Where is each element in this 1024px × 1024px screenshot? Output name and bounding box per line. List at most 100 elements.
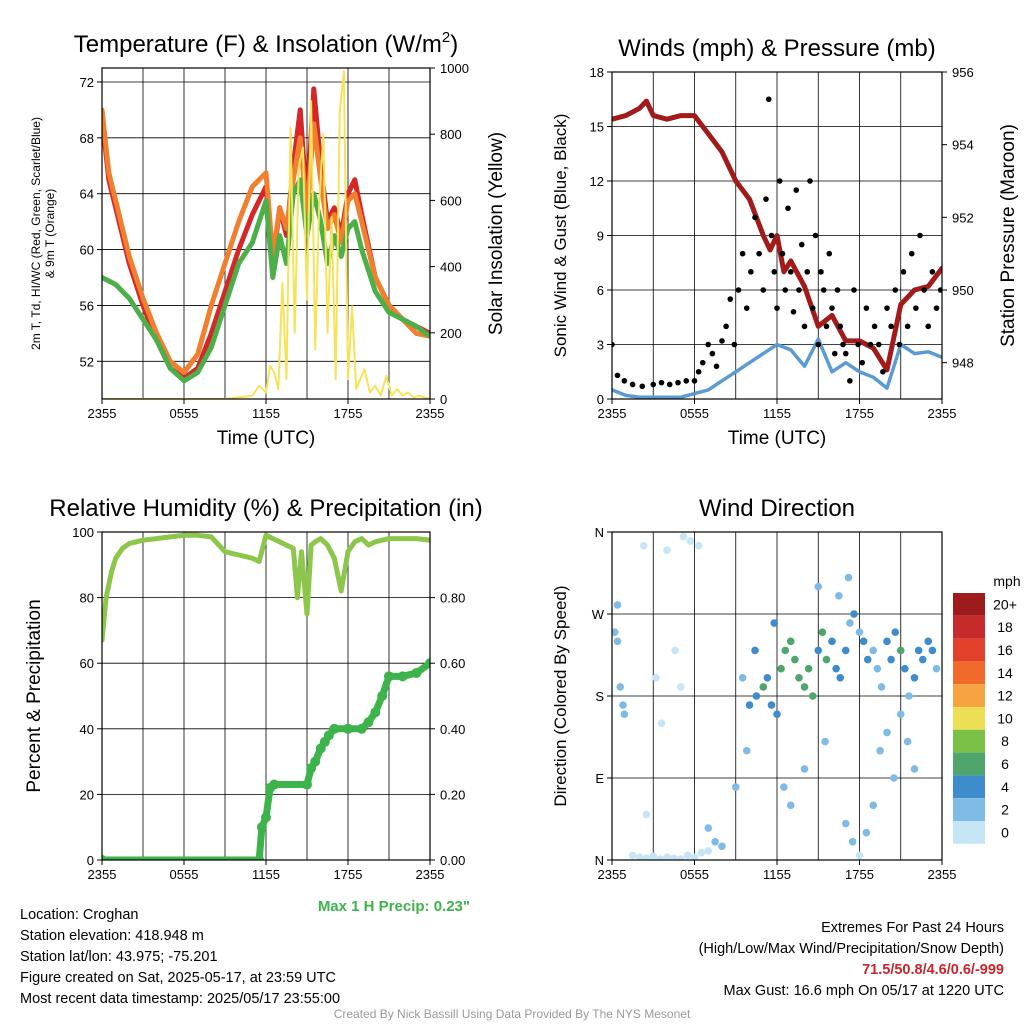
y2-axis-label: Station Pressure (Maroon)	[998, 124, 1019, 347]
y-tick-label: 40	[80, 722, 94, 737]
direction-point	[850, 610, 858, 618]
y-tick-label: 18	[590, 65, 604, 80]
gust-point	[933, 305, 940, 311]
y-axis-label-2: & 9m T (Orange)	[43, 189, 57, 279]
precip-point	[323, 730, 334, 741]
legend-label: 6	[1001, 756, 1009, 772]
precip-point	[343, 723, 353, 734]
credit-line: Created By Nick Bassill Using Data Provi…	[333, 1007, 691, 1021]
precip-point	[363, 717, 374, 728]
direction-point	[822, 655, 831, 664]
precip-point	[356, 723, 367, 734]
gust-point	[658, 379, 665, 386]
legend-label: 16	[997, 642, 1013, 658]
gust-point	[925, 323, 932, 330]
gust-point	[612, 341, 615, 348]
y-tick-label: 72	[80, 75, 94, 90]
gust-point	[675, 379, 681, 386]
precip-point	[102, 855, 107, 860]
direction-point	[818, 628, 827, 637]
direction-point	[905, 692, 913, 700]
y-tick-label: N	[595, 853, 604, 868]
gust-point	[913, 305, 919, 311]
direction-point	[676, 683, 685, 691]
direction-point	[652, 673, 660, 682]
gust-point	[739, 250, 746, 257]
gust-point	[782, 287, 789, 293]
direction-point	[704, 847, 713, 855]
direction-point	[914, 646, 923, 655]
y-tick-label: 80	[80, 591, 94, 606]
x-tick-label: 2355	[598, 406, 627, 421]
gust-point	[699, 359, 706, 366]
direction-point	[846, 619, 854, 627]
direction-point	[770, 619, 779, 627]
gust-point	[763, 196, 769, 202]
gust-point	[683, 378, 690, 384]
x-tick-label: 1155	[763, 867, 791, 882]
gust-point	[834, 287, 841, 293]
y-tick-label: 3	[597, 338, 604, 353]
direction-point	[694, 541, 703, 550]
direction-point	[656, 855, 664, 860]
gust-point	[820, 287, 827, 293]
chart-title: Temperature (F) & Insolation (W/m2)	[74, 29, 458, 58]
gust-point	[896, 341, 903, 348]
legend-swatch	[953, 729, 985, 753]
gust-point	[840, 341, 846, 348]
y2-tick-label: 200	[440, 326, 462, 341]
precip-point	[425, 658, 430, 669]
x-tick-label: 1755	[334, 406, 363, 421]
direction-point	[777, 664, 785, 673]
direction-point	[773, 710, 781, 719]
gust-point	[771, 269, 778, 275]
gust-point	[793, 187, 800, 193]
direction-point	[718, 842, 726, 851]
direction-point	[752, 692, 761, 700]
info-timestamp: Most recent data timestamp: 2025/05/17 2…	[20, 991, 341, 1007]
legend-swatch	[953, 752, 985, 776]
gust-point	[921, 287, 927, 293]
y-axis-label: Percent & Precipitation	[24, 599, 45, 792]
y-tick-label: 100	[72, 525, 94, 540]
legend-swatch	[953, 638, 985, 662]
gust-point	[826, 250, 833, 257]
direction-point	[832, 664, 840, 673]
plot-area	[612, 96, 942, 399]
panel-humidity: Relative Humidity (%) & Precipitation (i…	[24, 495, 483, 915]
y-tick-label: 56	[80, 298, 94, 313]
y2-tick-label: 0.80	[440, 591, 465, 606]
series-rh_lightgreen	[102, 532, 430, 643]
y2-tick-label: 1000	[440, 61, 469, 76]
y2-tick-label: 948	[952, 356, 974, 371]
direction-point	[635, 853, 644, 860]
direction-point	[887, 655, 895, 664]
direction-point	[613, 601, 622, 609]
y-tick-label: 60	[80, 656, 94, 671]
direction-point	[903, 737, 912, 746]
precip-point	[254, 855, 265, 860]
direction-point	[612, 628, 619, 637]
y-tick-label: S	[595, 689, 604, 704]
direction-point	[731, 783, 740, 791]
y-tick-label: W	[592, 607, 605, 622]
gust-point	[818, 269, 824, 275]
gust-point	[709, 350, 716, 357]
direction-point	[759, 683, 768, 691]
gust-point	[713, 363, 720, 370]
gust-point	[756, 250, 762, 257]
max-gust: Max Gust: 16.6 mph On 05/17 at 1220 UTC	[723, 983, 1004, 999]
direction-point	[928, 646, 937, 655]
precip-point	[411, 668, 422, 679]
direction-point	[821, 737, 829, 746]
gust-point	[752, 214, 758, 221]
precip-point	[269, 779, 280, 790]
direction-point	[828, 637, 836, 646]
gust-point	[765, 96, 772, 103]
legend-swatch	[953, 661, 985, 685]
gust-point	[705, 341, 712, 348]
gust-point	[908, 250, 915, 257]
direction-point	[616, 683, 625, 691]
gust-point	[842, 350, 849, 357]
